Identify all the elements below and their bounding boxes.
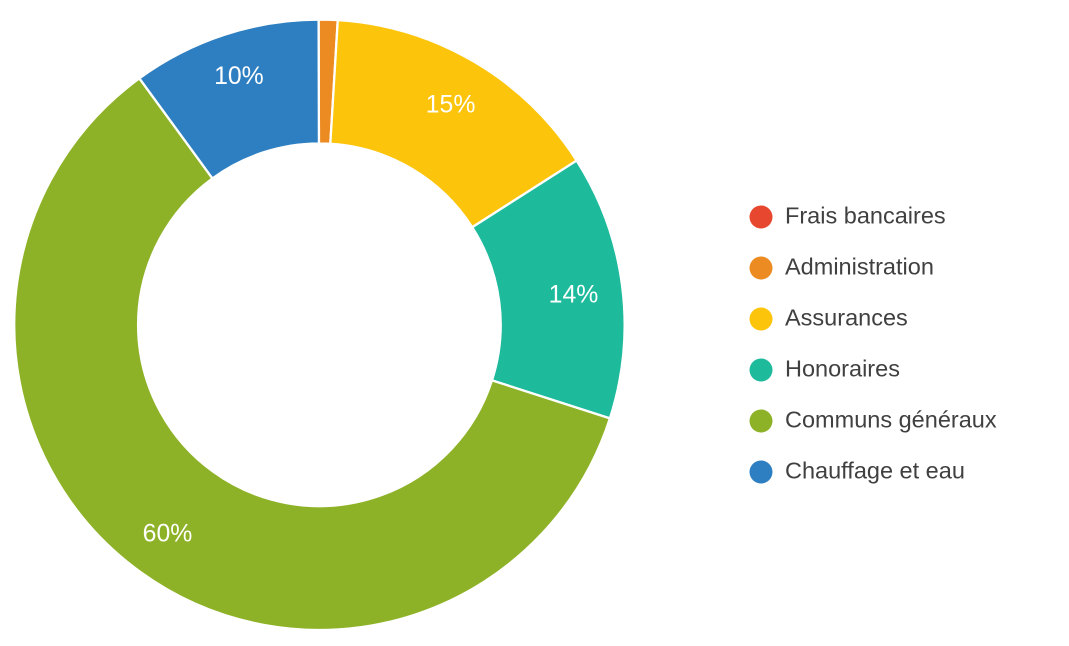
- svg-text:Communs généraux: Communs généraux: [785, 407, 997, 433]
- svg-text:Frais bancaires: Frais bancaires: [785, 203, 946, 229]
- svg-text:10%: 10%: [214, 63, 264, 90]
- svg-text:Chauffage et eau: Chauffage et eau: [785, 458, 965, 484]
- svg-text:14%: 14%: [549, 281, 599, 308]
- svg-text:15%: 15%: [426, 91, 476, 118]
- svg-text:Administration: Administration: [785, 254, 934, 280]
- svg-text:60%: 60%: [143, 520, 193, 547]
- svg-text:Honoraires: Honoraires: [785, 356, 900, 382]
- svg-text:Assurances: Assurances: [785, 305, 908, 331]
